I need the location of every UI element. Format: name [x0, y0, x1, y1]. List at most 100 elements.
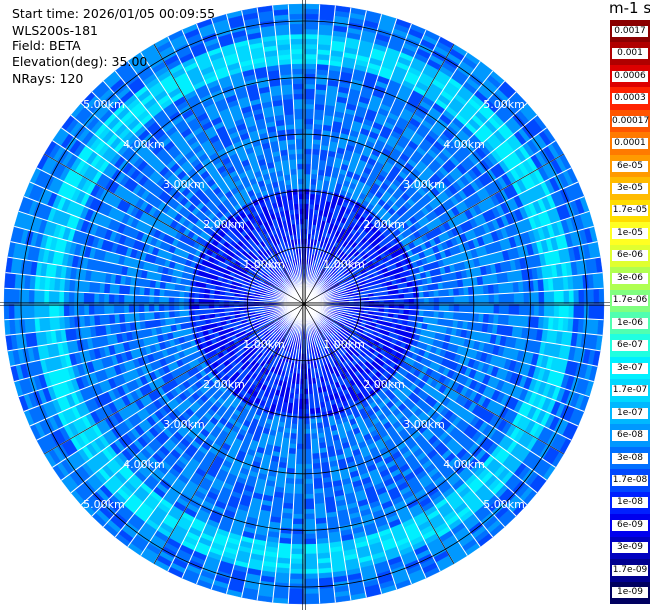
nrays-label: NRays: 120: [12, 71, 84, 86]
azimuth-spoke: [303, 303, 455, 564]
range-labels: 1.00km 1.00km 1.00km 1.00km 2.00km 2.00km 2.00…: [83, 98, 525, 511]
range-ring-label: 1.00km: [323, 338, 365, 351]
ray-gap: [5, 272, 305, 305]
ray-gap: [303, 140, 556, 305]
ray-gap: [196, 303, 305, 585]
colorbar-tick-label: 0.0003: [612, 93, 648, 105]
azimuth-spoke: [153, 44, 305, 305]
ray-gap: [303, 303, 579, 427]
ray-gap: [303, 52, 468, 305]
azimuth-spoke: [44, 153, 305, 305]
ray-gap: [127, 303, 305, 547]
ray-gap: [303, 36, 441, 305]
ray-gap: [36, 303, 305, 441]
ray-gap: [303, 303, 528, 506]
ray-gap: [61, 303, 305, 481]
ray-gap: [167, 303, 305, 572]
colorbar-tick-label: 0.0006: [612, 70, 648, 82]
ray-gap: [36, 167, 305, 305]
ray-gap: [210, 18, 305, 305]
range-ring-label: 2.00km: [203, 378, 245, 391]
ray-gap: [303, 303, 601, 352]
ray-gap: [303, 303, 468, 556]
ray-gap: [7, 256, 305, 305]
ray-gap: [303, 303, 598, 367]
ray-gap: [303, 272, 603, 305]
colorbar-tick-label: 1.7e-08: [612, 474, 648, 486]
ray-gap: [23, 303, 305, 412]
ray-gap: [10, 241, 305, 305]
ray-gap: [91, 91, 305, 305]
ray-gap: [303, 241, 598, 305]
ray-gap: [18, 303, 305, 398]
instrument-label: WLS200s-181: [12, 23, 98, 38]
colorbar-tick-label: 1.7e-05: [612, 205, 648, 217]
colorbar-tick-label: 3e-07: [612, 362, 648, 374]
ray-gap: [70, 114, 305, 305]
ray-gap: [303, 303, 585, 412]
ray-gap: [303, 303, 441, 572]
ray-gap: [303, 167, 572, 305]
ray-gap: [272, 5, 305, 305]
ray-gap: [303, 4, 321, 305]
colorbar-tick-label: 1.7e-09: [612, 564, 648, 576]
range-ring-label: 3.00km: [403, 418, 445, 431]
colorbar-tick-label: 1e-05: [612, 227, 648, 239]
ray-gap: [303, 303, 572, 441]
ray-gap: [303, 196, 585, 305]
ray-gap: [256, 7, 305, 305]
ray-gap: [303, 29, 427, 305]
ray-gap: [127, 61, 305, 305]
ray-gap: [91, 303, 305, 517]
colorbar-tick-label: 6e-05: [612, 160, 648, 172]
colorbar-tick-label: 1.7e-06: [612, 295, 648, 307]
ray-gap: [303, 303, 604, 321]
colorbar-tick-label: 1e-09: [612, 587, 648, 599]
ray-gap: [303, 127, 547, 305]
ray-gap: [70, 303, 305, 494]
azimuth-spoke: [153, 303, 305, 564]
range-ring-label: 2.00km: [363, 378, 405, 391]
ray-gap: [140, 303, 305, 556]
ray-gap: [303, 303, 427, 579]
colorbar-tick-label: 1e-07: [612, 407, 648, 419]
range-ring-label: 4.00km: [123, 138, 165, 151]
colorbar-tick-label: 3e-06: [612, 272, 648, 284]
ray-gap: [14, 225, 305, 305]
ray-gap: [52, 303, 305, 468]
colorbar-tick-label: 3e-08: [612, 452, 648, 464]
colorbar-tick-label: 3e-09: [612, 542, 648, 554]
ray-gap: [303, 181, 579, 305]
range-ring-label: 5.00km: [483, 98, 525, 111]
ray-gap: [303, 303, 352, 601]
range-ring-label: 4.00km: [123, 458, 165, 471]
ray-gap: [303, 303, 594, 383]
colorbar-tick-label: 1e-06: [612, 317, 648, 329]
azimuth-spoke: [303, 44, 455, 305]
ray-gap: [303, 210, 590, 305]
ray-gap: [102, 303, 305, 528]
ray-gap: [181, 29, 305, 305]
colorbar-tick-label: 6e-09: [612, 519, 648, 531]
ray-gap: [303, 14, 383, 305]
field-label: Field: BETA: [12, 38, 81, 53]
ray-gap: [303, 70, 494, 305]
ray-gap: [14, 303, 305, 383]
ray-gap: [303, 256, 601, 305]
ray-gap: [225, 14, 305, 305]
ray-gap: [7, 303, 305, 352]
ray-gap: [18, 210, 305, 305]
ray-gap: [303, 303, 538, 494]
ray-gap: [114, 303, 305, 538]
ray-gap: [303, 303, 506, 528]
ray-gap: [303, 303, 494, 538]
ray-gap: [303, 5, 336, 305]
ray-gap: [303, 80, 506, 305]
ray-gap: [303, 303, 367, 598]
ray-gap: [303, 287, 604, 305]
range-ring-label: 2.00km: [203, 218, 245, 231]
colorbar: 0.0017 0.001 0.0006 0.0003 0.00017 0.0001 6e-0…: [610, 20, 650, 605]
colorbar-tick-label: 3e-05: [612, 182, 648, 194]
range-ring-label: 3.00km: [163, 418, 205, 431]
